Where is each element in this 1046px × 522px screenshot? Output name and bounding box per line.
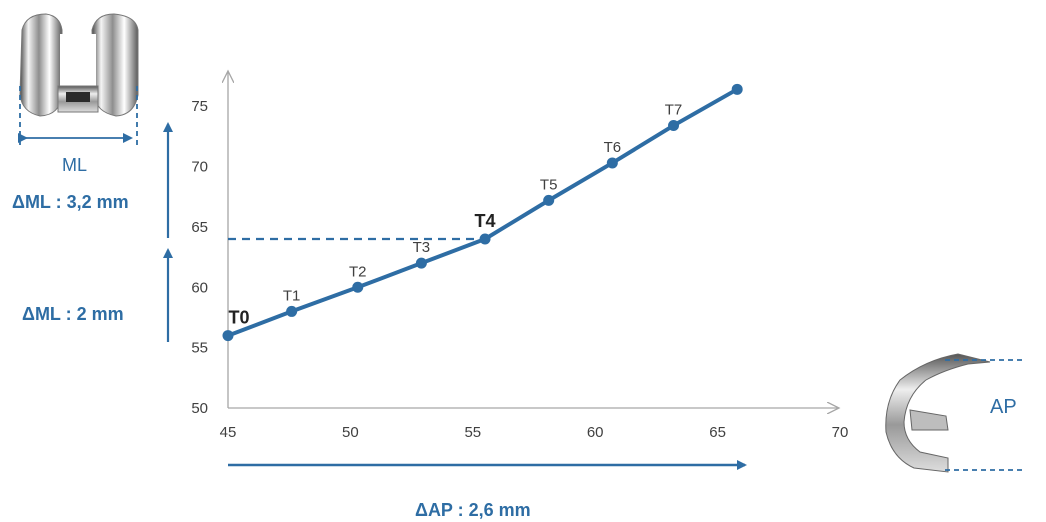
point-label-t7: T7 [665,102,683,119]
x-tick-labels: 45 50 55 60 65 70 [220,424,849,441]
femoral-component-front-icon [19,13,139,117]
data-point [222,330,234,342]
point-label-t5: T5 [540,176,558,193]
x-tick-label: 55 [464,424,481,441]
y-tick-label: 55 [191,340,208,357]
y-tick-label: 75 [191,98,208,115]
y-tick-labels: 50 55 60 65 70 75 [191,98,208,417]
point-label-t6: T6 [604,139,622,156]
y-tick-label: 60 [191,279,208,296]
ap-label: AP [990,396,1017,418]
data-point [286,305,298,317]
x-tick-label: 60 [587,424,604,441]
point-label-t1: T1 [283,287,301,304]
data-point [479,233,491,245]
data-points [222,83,743,342]
delta-ap-label: ΔAP : 2,6 mm [415,500,531,520]
data-point [415,257,427,269]
ml-dimension [18,86,138,146]
femoral-component-side-icon [885,353,991,473]
point-label-t4: T4 [475,211,496,231]
point-labels: T0 T1 T2 T3 T4 T5 T6 T7 [228,102,682,328]
delta-ml-upper-label: ΔML : 3,2 mm [12,192,129,212]
point-label-t3: T3 [413,239,431,256]
ap-dimension [945,359,1022,471]
data-point [606,157,618,169]
x-tick-label: 50 [342,424,359,441]
x-tick-label: 70 [832,424,849,441]
data-point [731,83,743,95]
data-point [352,281,364,293]
point-label-t2: T2 [349,263,367,280]
point-label-t0: T0 [228,308,249,328]
ml-label: ML [62,155,88,175]
x-tick-label: 65 [709,424,726,441]
y-tick-label: 65 [191,219,208,236]
data-point [543,194,555,206]
x-tick-label: 45 [220,424,237,441]
delta-ml-lower-label: ΔML : 2 mm [22,304,124,324]
y-tick-label: 70 [191,159,208,176]
data-point [668,120,680,132]
y-tick-label: 50 [191,400,208,417]
